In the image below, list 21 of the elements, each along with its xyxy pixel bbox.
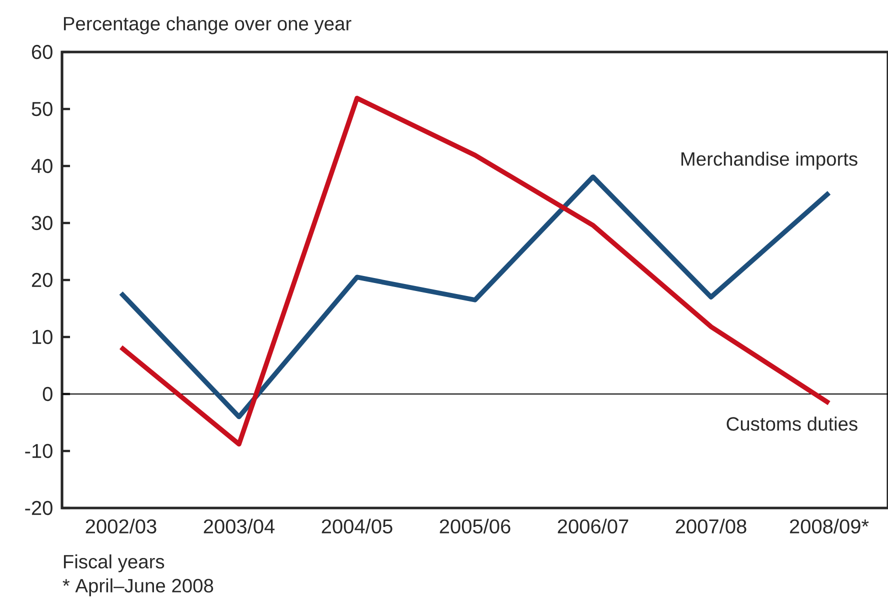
y-tick-label: 30 <box>32 216 52 230</box>
series-label: Customs duties <box>726 416 858 431</box>
y-tick-label: 50 <box>32 102 52 116</box>
x-tick-label: 2003/04 <box>204 518 275 534</box>
y-tick-label: -10 <box>25 444 52 458</box>
x-tick-label: 2002/03 <box>86 518 156 534</box>
x-tick-label: 2007/08 <box>676 518 746 534</box>
y-tick-label: -20 <box>25 500 52 516</box>
x-tick-label: 2004/05 <box>322 518 392 534</box>
series-label: Merchandise imports <box>681 152 858 170</box>
x-tick-label: 2008/09* <box>790 518 869 534</box>
y-tick-label: 60 <box>32 44 52 60</box>
y-tick-label: 10 <box>32 330 52 344</box>
x-axis-title: Fiscal years <box>64 554 164 572</box>
text: * April–June 2008 <box>62 578 214 596</box>
y-tick-label: 40 <box>31 158 52 174</box>
x-tick-label: 2005/06 <box>440 518 510 534</box>
y-axis-title: Percentage change over one year <box>64 16 352 34</box>
y-tick-label: 20 <box>32 272 52 288</box>
x-tick-label: 2006/07 <box>558 518 628 534</box>
y-tick-label: 0 <box>42 386 52 402</box>
